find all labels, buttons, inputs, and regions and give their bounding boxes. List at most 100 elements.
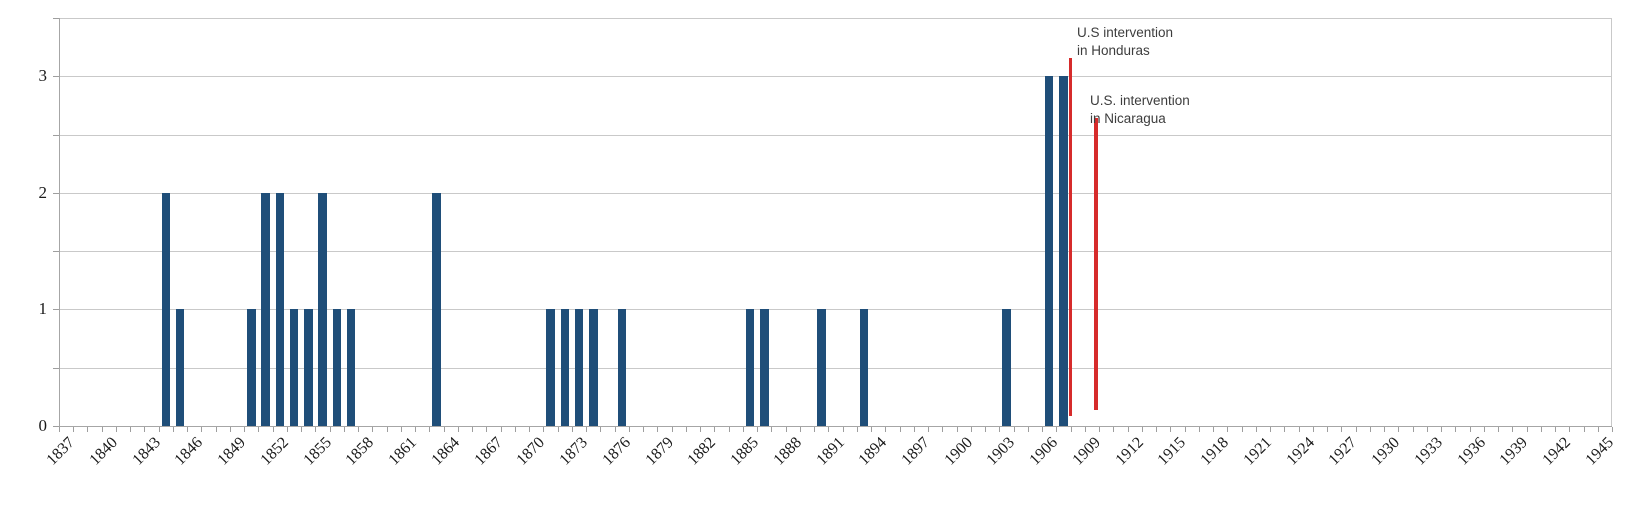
x-tick [1341, 427, 1343, 432]
y-axis-label-3: 3 [38, 66, 48, 86]
bar-1857 [346, 309, 356, 426]
bar-1886 [760, 309, 769, 426]
annotation-honduras: U.S intervention in Honduras [1077, 24, 1173, 60]
bar-1845 [175, 309, 185, 426]
x-axis-label-1867: 1867 [470, 434, 506, 469]
x-tick [871, 427, 873, 432]
bar-1852 [275, 192, 285, 426]
x-tick [272, 427, 274, 432]
x-tick [1141, 427, 1143, 432]
x-axis-label-1924: 1924 [1283, 434, 1318, 469]
x-tick [1312, 427, 1314, 432]
y-tick [53, 309, 59, 311]
y-tick [53, 134, 59, 136]
x-tick [643, 427, 645, 432]
x-axis-line [59, 426, 1612, 427]
x-tick [1569, 427, 1571, 432]
x-tick [1526, 427, 1528, 432]
x-tick [101, 427, 103, 432]
annotation-line: U.S. intervention [1090, 93, 1190, 108]
x-tick [1426, 427, 1428, 432]
x-tick [358, 427, 360, 432]
x-tick [1327, 427, 1329, 432]
bar-1863 [432, 192, 441, 426]
x-tick [1255, 427, 1257, 432]
x-axis-label-1873: 1873 [556, 434, 592, 469]
x-tick [1398, 427, 1400, 432]
x-tick [928, 427, 930, 432]
x-tick [657, 427, 659, 432]
x-tick [899, 427, 901, 432]
x-tick [1099, 427, 1101, 432]
x-tick [1284, 427, 1286, 432]
bar-1853 [289, 309, 299, 426]
x-tick [514, 427, 516, 432]
bar-1855 [318, 192, 327, 426]
x-tick [1070, 427, 1072, 432]
x-tick [229, 427, 231, 432]
gridline-2 [59, 192, 1612, 194]
x-tick [799, 427, 801, 432]
marker-line-honduras [1068, 58, 1073, 416]
bar-1872 [560, 309, 570, 426]
x-axis-label-1888: 1888 [770, 434, 805, 469]
bar-1851 [261, 192, 270, 426]
x-tick [842, 427, 844, 432]
y-tick [53, 192, 59, 194]
x-axis-label-1885: 1885 [727, 434, 763, 469]
y-axis-label-1: 1 [38, 299, 48, 319]
x-axis-label-1927: 1927 [1325, 434, 1361, 469]
x-tick [315, 427, 317, 432]
x-axis-label-1936: 1936 [1454, 434, 1489, 469]
bar-1874 [589, 309, 598, 426]
x-tick [828, 427, 830, 432]
bar-1903 [1002, 309, 1011, 426]
x-tick [172, 427, 174, 432]
x-tick [1227, 427, 1229, 432]
x-axis-label-1858: 1858 [342, 434, 378, 469]
x-tick [500, 427, 502, 432]
x-tick [286, 427, 288, 432]
x-tick [614, 427, 616, 432]
y-axis-label-0: 0 [38, 416, 48, 435]
x-tick [671, 427, 673, 432]
x-axis-label-1906: 1906 [1026, 434, 1062, 469]
x-tick [87, 427, 89, 432]
x-tick [1042, 427, 1044, 432]
bar-1871 [546, 309, 555, 426]
y-tick [53, 18, 59, 19]
x-axis-label-1846: 1846 [171, 434, 207, 469]
x-tick [400, 427, 402, 432]
bar-1854 [304, 309, 313, 426]
x-tick [1298, 427, 1300, 432]
x-tick [970, 427, 972, 432]
x-tick [1412, 427, 1414, 432]
gridline-1.5 [59, 251, 1612, 253]
x-tick [1156, 427, 1158, 432]
x-tick [1597, 427, 1599, 432]
x-tick [1127, 427, 1129, 432]
x-tick [1498, 427, 1500, 432]
x-axis-label-1894: 1894 [855, 434, 891, 469]
x-tick [714, 427, 716, 432]
gridline-3.5 [59, 18, 1612, 19]
x-tick [1198, 427, 1200, 432]
x-tick [885, 427, 887, 432]
x-axis-label-1939: 1939 [1496, 434, 1532, 469]
x-tick [985, 427, 987, 432]
annotation-line: in Nicaragua [1090, 111, 1166, 126]
x-axis-label-1915: 1915 [1154, 434, 1190, 469]
y-axis-label-2: 2 [38, 182, 48, 202]
x-tick [1113, 427, 1115, 432]
x-tick [529, 427, 531, 432]
x-tick [187, 427, 189, 432]
x-tick [158, 427, 160, 432]
y-tick [53, 367, 59, 369]
plot-area [53, 18, 1613, 432]
bar-1844 [161, 192, 171, 426]
x-tick [543, 427, 545, 432]
x-tick [1455, 427, 1457, 432]
marker-line-nicaragua [1094, 118, 1098, 410]
x-tick [1084, 427, 1086, 432]
x-tick [628, 427, 630, 432]
